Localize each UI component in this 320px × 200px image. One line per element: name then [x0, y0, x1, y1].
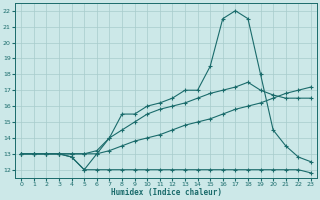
X-axis label: Humidex (Indice chaleur): Humidex (Indice chaleur) [111, 188, 221, 197]
